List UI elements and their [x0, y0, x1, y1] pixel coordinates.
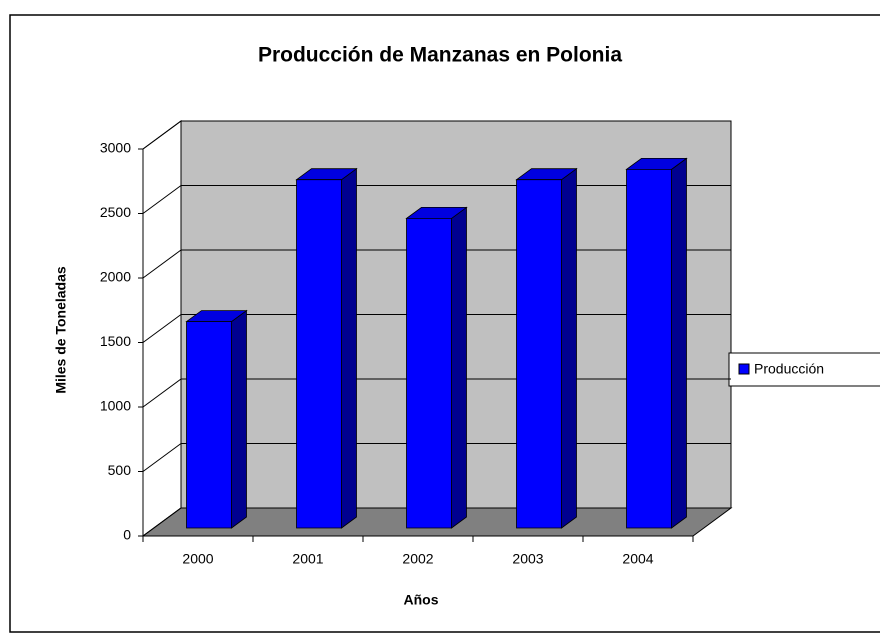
bar	[185, 309, 248, 529]
grid-line	[142, 507, 182, 537]
x-tick-label: 2001	[292, 551, 323, 567]
grid-line	[142, 185, 182, 214]
y-tick-label: 500	[108, 462, 132, 478]
y-tick-label: 2000	[100, 269, 131, 285]
grid-line	[142, 249, 182, 279]
bar-front	[186, 321, 232, 529]
bar-front	[626, 168, 672, 529]
x-tick-label: 2003	[512, 551, 543, 567]
y-tick-label: 1000	[100, 398, 131, 414]
y-tick-label: 2500	[100, 204, 131, 220]
bar	[295, 167, 358, 529]
grid-line	[142, 378, 182, 408]
legend-swatch	[738, 363, 750, 375]
x-axis-title: Años	[404, 592, 439, 608]
grid-line	[142, 314, 182, 343]
legend	[728, 352, 880, 387]
y-axis-title: Miles de Toneladas	[53, 266, 69, 394]
x-tick-label: 2000	[182, 551, 213, 567]
bar	[515, 167, 578, 529]
x-tick-label: 2004	[622, 551, 653, 567]
bar-side	[231, 309, 247, 529]
bar-side	[671, 157, 687, 529]
bar	[405, 206, 468, 529]
legend-label: Producción	[754, 361, 824, 377]
grid-line	[142, 443, 182, 472]
x-tick-label: 2002	[402, 551, 433, 567]
chart-title: Producción de Manzanas en Polonia	[258, 44, 622, 67]
bar-side	[341, 167, 357, 529]
y-tick-label: 1500	[100, 333, 131, 349]
bar-front	[296, 179, 342, 529]
bar	[625, 157, 688, 529]
y-tick-label: 0	[123, 527, 131, 543]
bar-side	[561, 167, 577, 529]
grid-line	[142, 120, 182, 150]
bar-side	[451, 206, 467, 529]
y-tick-label: 3000	[100, 140, 131, 156]
bar-front	[406, 217, 452, 529]
bar-front	[516, 179, 562, 529]
